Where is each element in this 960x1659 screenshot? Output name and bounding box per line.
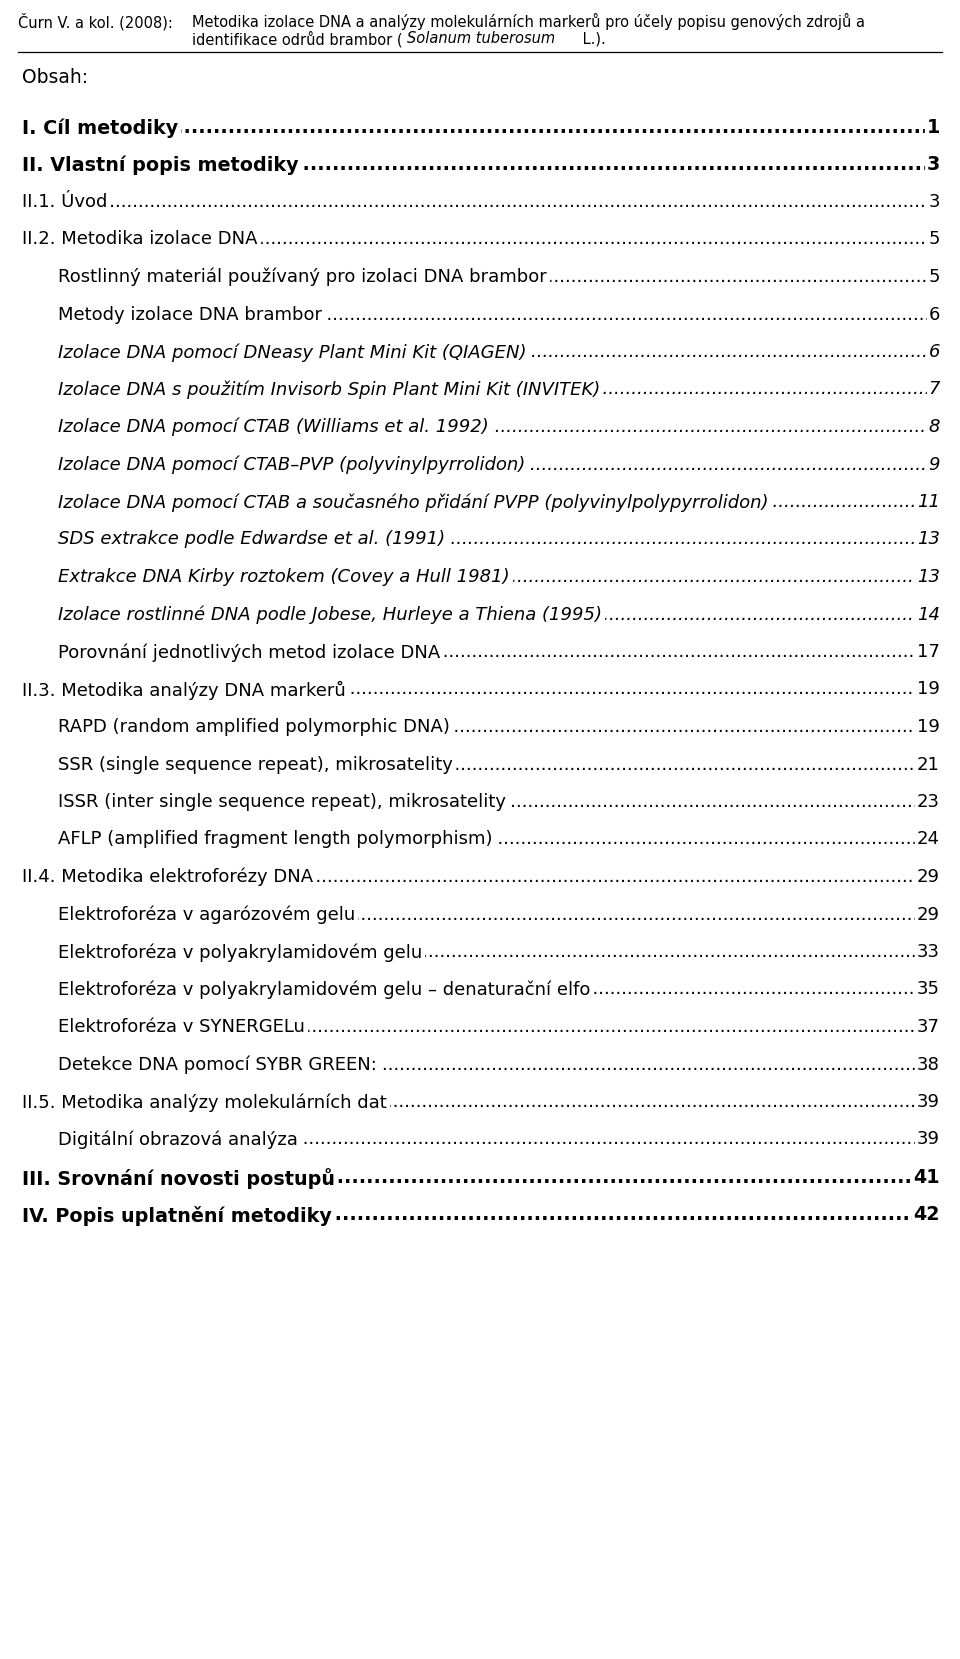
- Text: Solanum tuberosum: Solanum tuberosum: [407, 32, 555, 46]
- Text: L.).: L.).: [578, 32, 606, 46]
- Text: ................................................................................: ........................................…: [0, 156, 960, 174]
- Text: 24: 24: [917, 831, 940, 848]
- Text: ................................................................................: ........................................…: [0, 269, 960, 285]
- Text: Elektroforéza v polyakrylamidovém gelu – denaturační elfo: Elektroforéza v polyakrylamidovém gelu –…: [58, 980, 590, 999]
- Text: II.2. Metodika izolace DNA: II.2. Metodika izolace DNA: [22, 231, 257, 249]
- Text: ................................................................................: ........................................…: [0, 793, 960, 811]
- Text: SDS extrakce podle Edwardse et al. (1991): SDS extrakce podle Edwardse et al. (1991…: [58, 531, 445, 549]
- Text: ................................................................................: ........................................…: [0, 380, 960, 398]
- Text: ................................................................................: ........................................…: [0, 418, 960, 436]
- Text: ................................................................................: ........................................…: [0, 755, 960, 773]
- Text: Izolace DNA pomocí DNeasy Plant Mini Kit (QIAGEN): Izolace DNA pomocí DNeasy Plant Mini Kit…: [58, 343, 526, 362]
- Text: 13: 13: [917, 531, 940, 549]
- Text: ................................................................................: ........................................…: [0, 305, 960, 324]
- Text: 19: 19: [917, 718, 940, 737]
- Text: 21: 21: [917, 755, 940, 773]
- Text: 42: 42: [914, 1206, 940, 1224]
- Text: ................................................................................: ........................................…: [0, 531, 960, 549]
- Text: 3: 3: [928, 192, 940, 211]
- Text: ................................................................................: ........................................…: [0, 1168, 960, 1186]
- Text: 6: 6: [928, 305, 940, 324]
- Text: 29: 29: [917, 868, 940, 886]
- Text: ................................................................................: ........................................…: [0, 868, 960, 886]
- Text: 7: 7: [928, 380, 940, 398]
- Text: Izolace DNA pomocí CTAB (Williams et al. 1992): Izolace DNA pomocí CTAB (Williams et al.…: [58, 418, 489, 436]
- Text: Digitální obrazová analýza: Digitální obrazová analýza: [58, 1130, 298, 1150]
- Text: RAPD (random amplified polymorphic DNA): RAPD (random amplified polymorphic DNA): [58, 718, 450, 737]
- Text: II. Vlastní popis metodiky: II. Vlastní popis metodiky: [22, 156, 299, 174]
- Text: ................................................................................: ........................................…: [0, 231, 960, 249]
- Text: 14: 14: [917, 606, 940, 624]
- Text: SSR (single sequence repeat), mikrosatelity: SSR (single sequence repeat), mikrosatel…: [58, 755, 453, 773]
- Text: AFLP (amplified fragment length polymorphism): AFLP (amplified fragment length polymorp…: [58, 831, 492, 848]
- Text: Elektroforéza v SYNERGELu: Elektroforéza v SYNERGELu: [58, 1019, 305, 1035]
- Text: ................................................................................: ........................................…: [0, 980, 960, 999]
- Text: Elektroforéza v polyakrylamidovém gelu: Elektroforéza v polyakrylamidovém gelu: [58, 942, 422, 962]
- Text: II.4. Metodika elektroforézy DNA: II.4. Metodika elektroforézy DNA: [22, 868, 313, 886]
- Text: ................................................................................: ........................................…: [0, 567, 960, 586]
- Text: ................................................................................: ........................................…: [0, 1055, 960, 1073]
- Text: Porovnání jednotlivých metod izolace DNA: Porovnání jednotlivých metod izolace DNA: [58, 644, 441, 662]
- Text: IV. Popis uplatnění metodiky: IV. Popis uplatnění metodiky: [22, 1206, 332, 1226]
- Text: Izolace DNA pomocí CTAB–PVP (polyvinylpyrrolidon): Izolace DNA pomocí CTAB–PVP (polyvinylpy…: [58, 456, 525, 474]
- Text: II.3. Metodika analýzy DNA markerů: II.3. Metodika analýzy DNA markerů: [22, 680, 346, 700]
- Text: 38: 38: [917, 1055, 940, 1073]
- Text: ................................................................................: ........................................…: [0, 192, 960, 211]
- Text: Rostlinný materiál používaný pro izolaci DNA brambor: Rostlinný materiál používaný pro izolaci…: [58, 269, 547, 287]
- Text: ................................................................................: ........................................…: [0, 493, 960, 511]
- Text: ................................................................................: ........................................…: [0, 118, 960, 138]
- Text: 23: 23: [917, 793, 940, 811]
- Text: ISSR (inter single sequence repeat), mikrosatelity: ISSR (inter single sequence repeat), mik…: [58, 793, 506, 811]
- Text: Izolace DNA pomocí CTAB a současného přidání PVPP (polyvinylpolypyrrolidon): Izolace DNA pomocí CTAB a současného při…: [58, 493, 769, 511]
- Text: identifikace odrůd brambor (: identifikace odrůd brambor (: [192, 32, 402, 48]
- Text: ................................................................................: ........................................…: [0, 644, 960, 660]
- Text: 33: 33: [917, 942, 940, 961]
- Text: ................................................................................: ........................................…: [0, 1093, 960, 1112]
- Text: ................................................................................: ........................................…: [0, 1019, 960, 1035]
- Text: II.5. Metodika analýzy molekulárních dat: II.5. Metodika analýzy molekulárních dat: [22, 1093, 387, 1112]
- Text: ................................................................................: ........................................…: [0, 906, 960, 924]
- Text: 13: 13: [917, 567, 940, 586]
- Text: 1: 1: [926, 118, 940, 138]
- Text: Izolace DNA s použitím Invisorb Spin Plant Mini Kit (INVITEK): Izolace DNA s použitím Invisorb Spin Pla…: [58, 380, 600, 400]
- Text: 41: 41: [913, 1168, 940, 1186]
- Text: 39: 39: [917, 1130, 940, 1148]
- Text: ................................................................................: ........................................…: [0, 942, 960, 961]
- Text: ................................................................................: ........................................…: [0, 718, 960, 737]
- Text: Obsah:: Obsah:: [22, 68, 88, 86]
- Text: ................................................................................: ........................................…: [0, 1206, 960, 1224]
- Text: ................................................................................: ........................................…: [0, 606, 960, 624]
- Text: Čurn V. a kol. (2008):: Čurn V. a kol. (2008):: [18, 13, 173, 30]
- Text: Extrakce DNA Kirby roztokem (Covey a Hull 1981): Extrakce DNA Kirby roztokem (Covey a Hul…: [58, 567, 510, 586]
- Text: Izolace rostlinné DNA podle Jobese, Hurleye a Thiena (1995): Izolace rostlinné DNA podle Jobese, Hurl…: [58, 606, 602, 624]
- Text: 19: 19: [917, 680, 940, 698]
- Text: III. Srovnání novosti postupů: III. Srovnání novosti postupů: [22, 1168, 335, 1190]
- Text: I. Cíl metodiky: I. Cíl metodiky: [22, 118, 179, 138]
- Text: 3: 3: [926, 156, 940, 174]
- Text: 9: 9: [928, 456, 940, 473]
- Text: 11: 11: [917, 493, 940, 511]
- Text: 6: 6: [928, 343, 940, 362]
- Text: 17: 17: [917, 644, 940, 660]
- Text: Detekce DNA pomocí SYBR GREEN:: Detekce DNA pomocí SYBR GREEN:: [58, 1055, 377, 1073]
- Text: ................................................................................: ........................................…: [0, 680, 960, 698]
- Text: 5: 5: [928, 269, 940, 285]
- Text: ................................................................................: ........................................…: [0, 831, 960, 848]
- Text: 37: 37: [917, 1019, 940, 1035]
- Text: Metodika izolace DNA a analýzy molekulárních markerů pro účely popisu genových z: Metodika izolace DNA a analýzy molekulár…: [192, 13, 865, 30]
- Text: 8: 8: [928, 418, 940, 436]
- Text: ................................................................................: ........................................…: [0, 456, 960, 473]
- Text: 35: 35: [917, 980, 940, 999]
- Text: Metody izolace DNA brambor: Metody izolace DNA brambor: [58, 305, 322, 324]
- Text: II.1. Úvod: II.1. Úvod: [22, 192, 108, 211]
- Text: 5: 5: [928, 231, 940, 249]
- Text: 39: 39: [917, 1093, 940, 1112]
- Text: ................................................................................: ........................................…: [0, 343, 960, 362]
- Text: 29: 29: [917, 906, 940, 924]
- Text: ................................................................................: ........................................…: [0, 1130, 960, 1148]
- Text: Elektroforéza v agarózovém gelu: Elektroforéza v agarózovém gelu: [58, 906, 355, 924]
